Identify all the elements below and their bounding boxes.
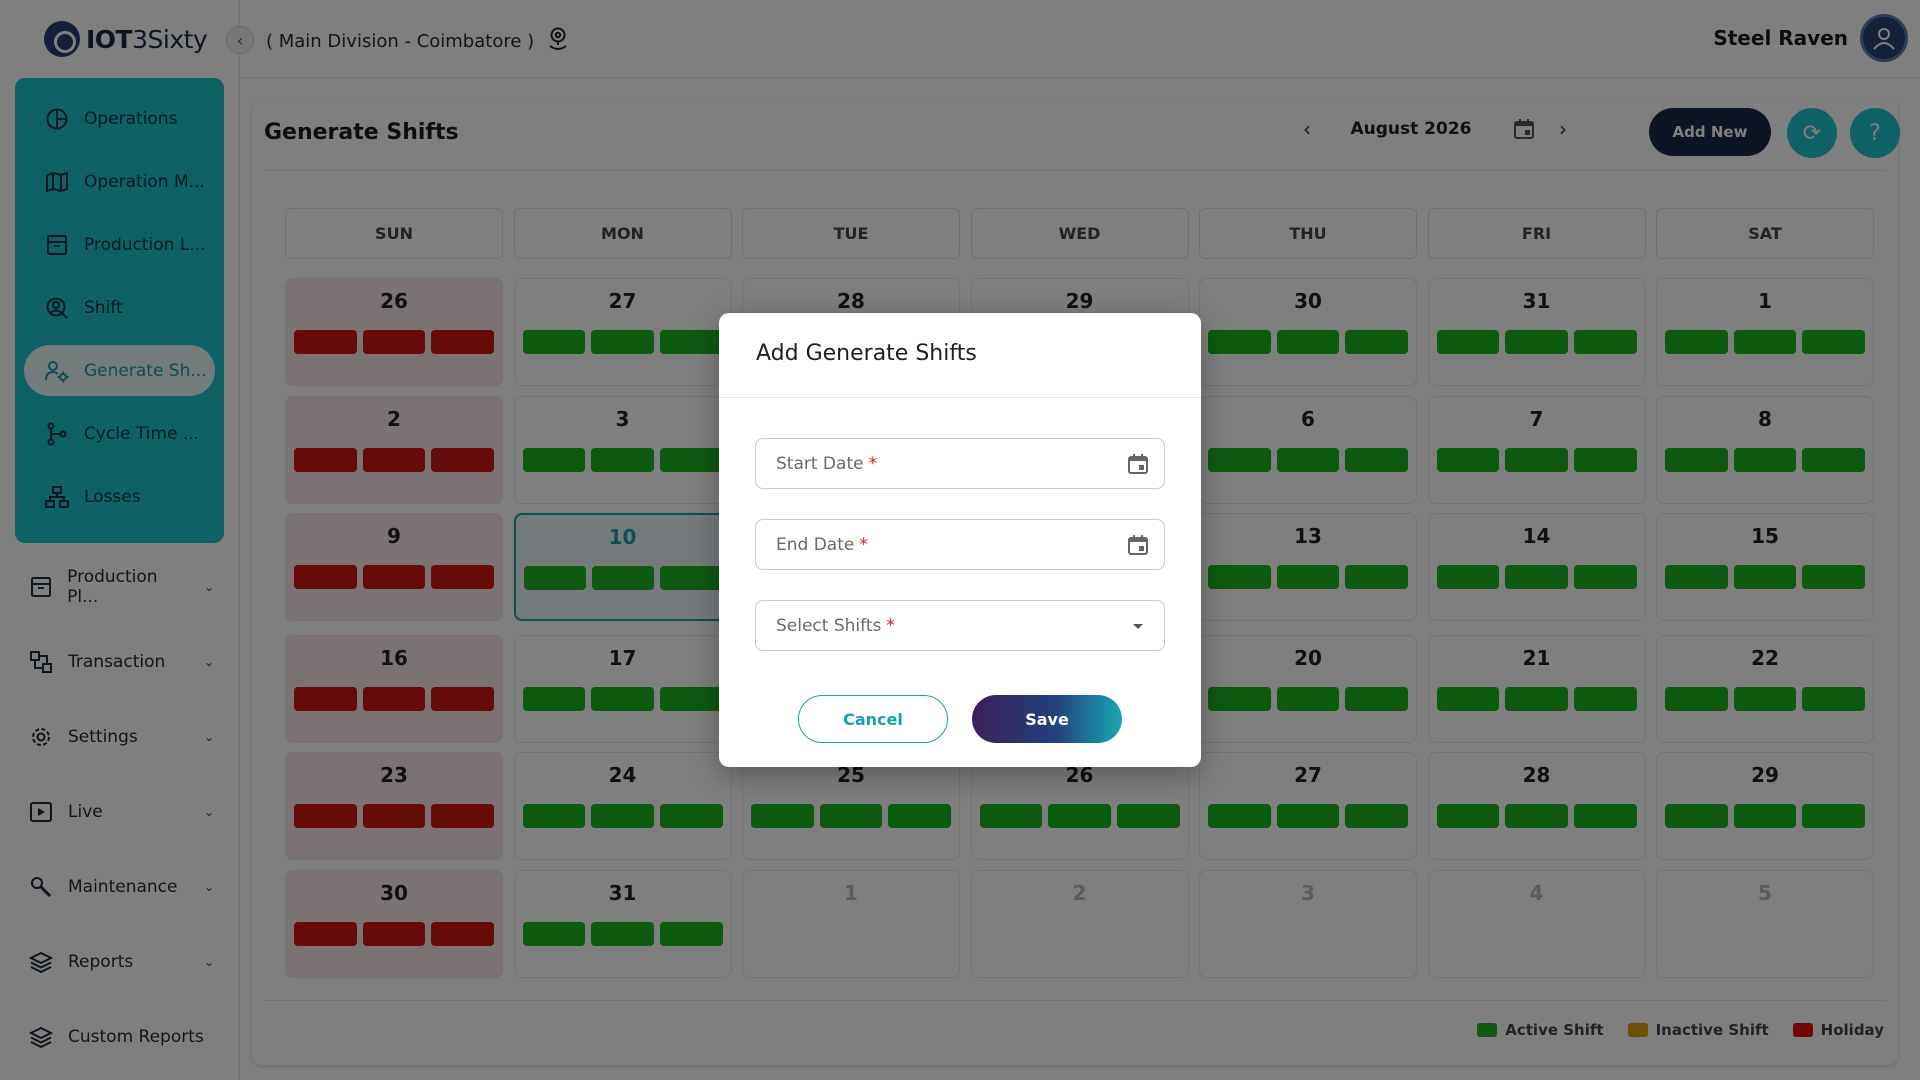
required-mark: * (868, 453, 878, 474)
dialog-divider (719, 397, 1201, 398)
add-generate-shifts-dialog: Add Generate Shifts Start Date * End Dat… (719, 313, 1201, 767)
end-date-placeholder: End Date (776, 534, 855, 555)
cancel-button[interactable]: Cancel (798, 695, 948, 743)
select-shifts-placeholder: Select Shifts (776, 615, 882, 636)
calendar-icon[interactable] (1126, 533, 1150, 557)
start-date-field[interactable]: Start Date * (755, 438, 1165, 489)
select-shifts-dropdown[interactable]: Select Shifts * (755, 600, 1165, 651)
required-mark: * (859, 534, 868, 555)
dialog-title: Add Generate Shifts (756, 341, 977, 366)
caret-down-icon (1126, 614, 1150, 638)
required-mark: * (886, 615, 895, 636)
save-button[interactable]: Save (972, 695, 1122, 743)
start-date-placeholder: Start Date (776, 453, 864, 474)
calendar-icon[interactable] (1126, 452, 1150, 476)
end-date-field[interactable]: End Date * (755, 519, 1165, 570)
